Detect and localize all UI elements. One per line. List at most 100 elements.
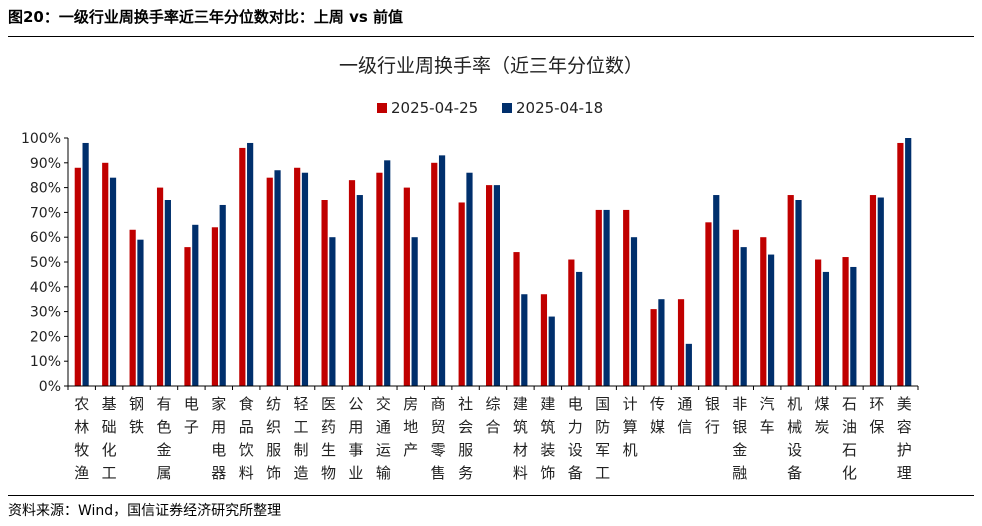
- bar-2025-04-25-食品饮料: [239, 147, 246, 386]
- bar-2025-04-25-计算机: [623, 209, 630, 386]
- bar-2025-04-18-通信: [685, 343, 692, 386]
- x-tick-label: 汽车: [760, 395, 775, 436]
- y-tick-label: 0%: [39, 379, 61, 395]
- bar-2025-04-18-轻工制造: [301, 172, 309, 386]
- x-tick-label: 医药生物: [321, 395, 336, 482]
- bar-2025-04-25-轻工制造: [294, 167, 301, 386]
- bar-2025-04-25-综合: [486, 185, 493, 386]
- x-tick-label: 商贸零售: [431, 395, 446, 482]
- bar-2025-04-18-农林牧渔: [82, 142, 89, 386]
- y-tick-label: 10%: [30, 354, 61, 370]
- bar-2025-04-18-汽车: [767, 254, 775, 386]
- x-tick-label: 传媒: [650, 395, 665, 436]
- y-tick-label: 100%: [21, 131, 61, 147]
- bar-2025-04-25-银行: [705, 222, 712, 386]
- bar-2025-04-25-农林牧渔: [74, 167, 81, 386]
- bar-2025-04-18-有色金属: [164, 200, 171, 386]
- bar-2025-04-25-商贸零售: [431, 162, 438, 386]
- bar-2025-04-25-传媒: [650, 309, 657, 386]
- bar-2025-04-18-家用电器: [219, 204, 226, 386]
- bar-2025-04-18-纺织服饰: [274, 170, 281, 386]
- bar-2025-04-25-家用电器: [211, 227, 219, 386]
- bar-2025-04-25-美容护理: [897, 142, 904, 386]
- bar-2025-04-18-食品饮料: [247, 142, 254, 386]
- bar-2025-04-25-钢铁: [129, 229, 136, 386]
- bar-2025-04-25-纺织服饰: [266, 177, 273, 386]
- y-tick-label: 60%: [30, 230, 61, 246]
- x-tick-label: 通信: [677, 395, 692, 436]
- bar-2025-04-25-煤炭: [815, 259, 822, 386]
- x-tick-label: 计算机: [623, 395, 638, 459]
- bar-2025-04-25-交通运输: [376, 172, 383, 386]
- bar-2025-04-25-汽车: [760, 237, 767, 386]
- x-tick-label: 交通运输: [376, 395, 391, 482]
- legend-swatch-2025-04-18: [502, 103, 512, 113]
- bar-2025-04-18-电子: [192, 224, 199, 386]
- x-tick-label: 石油石化: [842, 395, 857, 482]
- bar-2025-04-18-医药生物: [329, 237, 336, 386]
- x-tick-label: 社会服务: [458, 395, 473, 482]
- source-note: 资料来源：Wind，国信证券经济研究所整理: [8, 503, 282, 519]
- y-tick-label: 20%: [30, 329, 61, 345]
- y-tick-label: 70%: [30, 205, 61, 221]
- bar-2025-04-25-基础化工: [102, 162, 109, 386]
- bar-2025-04-25-石油石化: [842, 257, 849, 386]
- bar-2025-04-18-国防军工: [603, 209, 610, 386]
- figure-caption: 图20：一级行业周换手率近三年分位数对比：上周 vs 前值: [8, 8, 404, 26]
- x-tick-label: 房地产: [403, 395, 418, 459]
- y-tick-label: 30%: [30, 305, 61, 321]
- bar-2025-04-25-电力设备: [568, 259, 575, 386]
- bar-2025-04-25-电子: [184, 247, 191, 386]
- bar-chart: 一级行业周换手率（近三年分位数） 2025-04-25 2025-04-18 0…: [21, 55, 919, 482]
- x-tick-label: 公用事业: [348, 395, 363, 482]
- x-tick-label: 电子: [184, 395, 199, 436]
- bar-2025-04-25-公用事业: [348, 180, 356, 386]
- bar-2025-04-18-煤炭: [822, 271, 830, 386]
- x-tick-label: 综合: [485, 395, 500, 436]
- y-tick-label: 50%: [30, 255, 61, 271]
- x-tick-label: 国防军工: [595, 395, 610, 482]
- x-tick-label: 非银金融: [732, 395, 747, 482]
- bar-2025-04-25-医药生物: [321, 200, 328, 386]
- x-tick-label: 家用电器: [211, 395, 226, 482]
- bar-2025-04-18-非银金融: [740, 247, 747, 386]
- x-tick-label: 美容护理: [897, 395, 912, 482]
- bar-2025-04-18-房地产: [411, 237, 418, 386]
- legend-swatch-2025-04-25: [377, 103, 387, 113]
- bottom-rule: [8, 495, 974, 496]
- x-tick-label: 钢铁: [129, 395, 144, 436]
- x-tick-label: 环保: [869, 395, 884, 436]
- plot-area: 0% 10% 20% 30% 40% 50% 60% 70% 80% 90% 100% 农林牧渔基础化…: [21, 131, 919, 482]
- bar-2025-04-25-社会服务: [458, 202, 465, 386]
- x-tick-label: 建筑装饰: [540, 395, 555, 482]
- bar-2025-04-18-公用事业: [356, 195, 363, 386]
- chart-title: 一级行业周换手率（近三年分位数）: [339, 55, 643, 77]
- bar-2025-04-25-国防军工: [595, 209, 602, 386]
- bar-2025-04-18-社会服务: [466, 172, 473, 386]
- x-tick-label: 银行: [705, 395, 720, 436]
- bar-2025-04-18-计算机: [630, 237, 638, 386]
- y-tick-label: 80%: [30, 181, 61, 197]
- x-tick-label: 纺织服饰: [266, 395, 281, 482]
- y-tick-label: 40%: [30, 280, 61, 296]
- top-rule: [8, 36, 974, 37]
- x-tick-label: 农林牧渔: [74, 395, 89, 482]
- x-tick-label: 有色金属: [156, 395, 171, 482]
- x-tick-label: 食品饮料: [239, 395, 254, 482]
- bar-2025-04-18-钢铁: [137, 239, 144, 386]
- bar-2025-04-18-建筑材料: [521, 294, 528, 386]
- bar-2025-04-18-基础化工: [109, 177, 117, 386]
- legend-label-2025-04-25: 2025-04-25: [391, 99, 478, 117]
- bar-2025-04-18-石油石化: [850, 266, 857, 386]
- y-tick-label: 90%: [30, 156, 61, 172]
- bar-2025-04-18-建筑装饰: [548, 316, 555, 386]
- bar-2025-04-18-美容护理: [905, 138, 912, 386]
- bar-2025-04-25-有色金属: [156, 187, 164, 386]
- legend-label-2025-04-18: 2025-04-18: [516, 99, 603, 117]
- bar-2025-04-18-传媒: [658, 299, 665, 386]
- x-tick-label: 煤炭: [815, 395, 830, 436]
- x-tick-label: 建筑材料: [513, 395, 528, 482]
- bar-2025-04-25-建筑装饰: [540, 294, 548, 386]
- bar-2025-04-18-商贸零售: [438, 155, 446, 386]
- legend: 2025-04-25 2025-04-18: [377, 99, 603, 117]
